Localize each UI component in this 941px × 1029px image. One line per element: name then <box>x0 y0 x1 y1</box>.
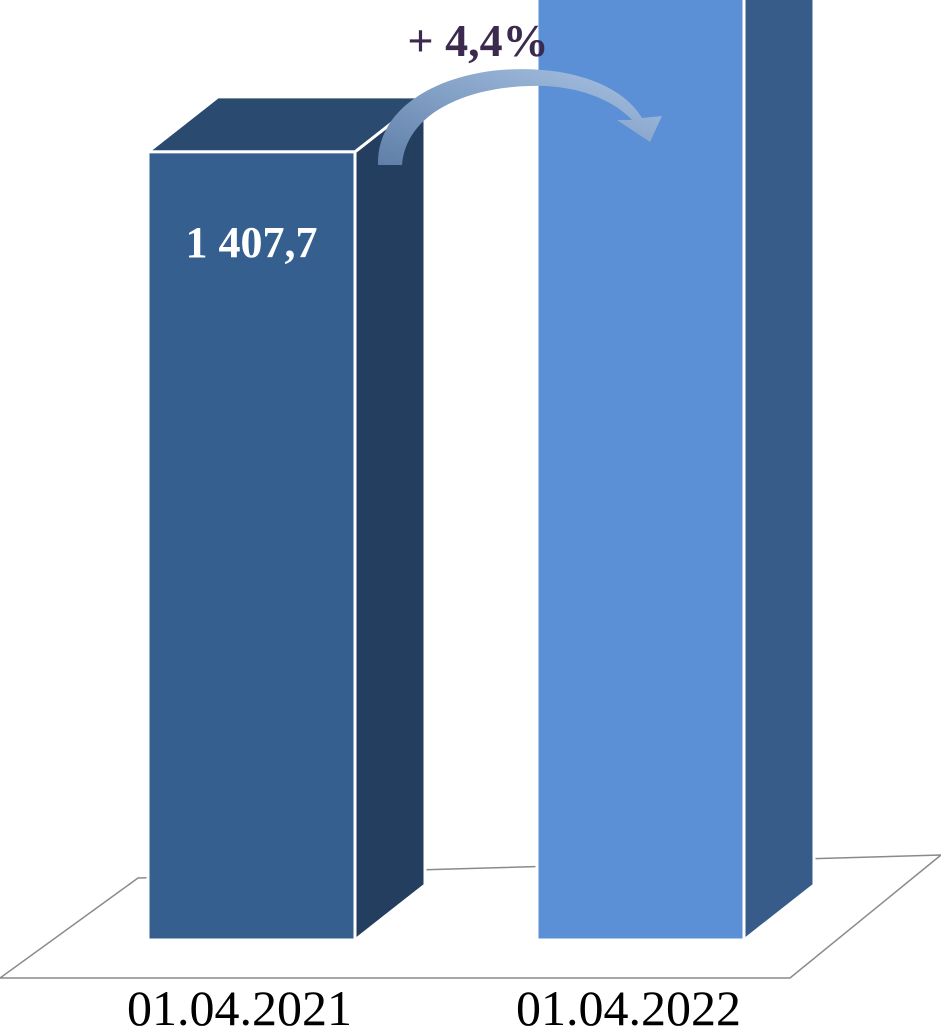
change-arrow: + 4,4% <box>377 15 662 165</box>
change-arrow-icon <box>377 69 662 165</box>
category-label-2: 01.04.2022 <box>516 980 741 1029</box>
category-label-1: 01.04.2021 <box>127 980 352 1029</box>
bars-layer <box>146 0 816 942</box>
bar-1-side <box>353 95 427 942</box>
bar-1-front <box>146 150 357 942</box>
value-label-1: 1 407,7 <box>186 218 318 267</box>
bar-2-front <box>535 0 746 942</box>
bar-2-side <box>742 0 816 942</box>
bar-2 <box>535 0 816 942</box>
bar-1 <box>146 95 427 942</box>
change-label: + 4,4% <box>407 15 548 66</box>
labels-layer: 1 407,701.04.20211 470,101.04.2022 <box>127 218 741 1029</box>
